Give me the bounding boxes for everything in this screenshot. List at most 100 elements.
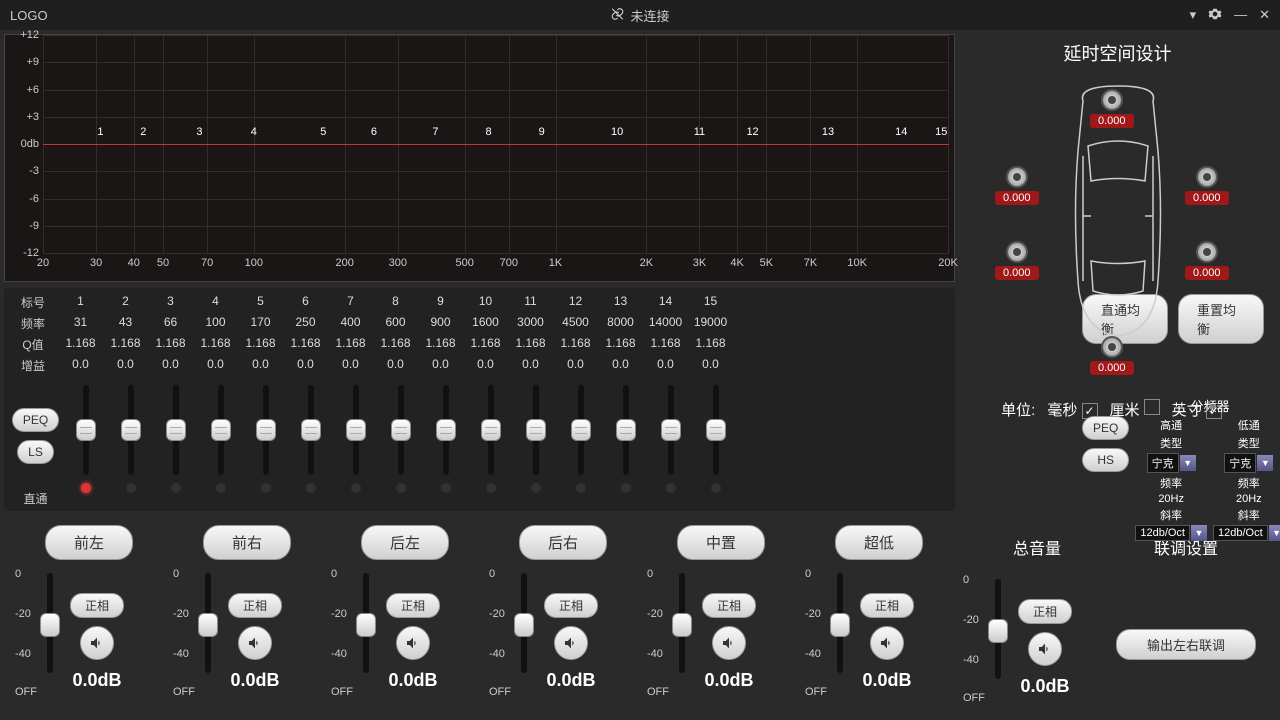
eq-band-cell[interactable]: 9 (418, 292, 463, 313)
eq-band-cell[interactable]: 10 (463, 292, 508, 313)
channel-button[interactable]: 前右 (203, 525, 291, 560)
phase-button[interactable]: 正相 (228, 593, 282, 618)
channel-slider[interactable] (205, 573, 211, 673)
eq-freq-cell[interactable]: 600 (373, 313, 418, 334)
eq-gain-cell[interactable]: 0.0 (598, 355, 643, 376)
channel-button[interactable]: 中置 (677, 525, 765, 560)
eq-freq-cell[interactable]: 170 (238, 313, 283, 334)
eq-band-indicator[interactable] (81, 483, 91, 493)
eq-freq-cell[interactable]: 900 (418, 313, 463, 334)
eq-band-slider[interactable] (68, 380, 103, 507)
eq-q-cell[interactable]: 1.168 (463, 334, 508, 355)
eq-band-indicator[interactable] (396, 483, 406, 493)
minimize-icon[interactable]: — (1234, 7, 1247, 24)
mute-button[interactable] (870, 626, 904, 660)
eq-band-indicator[interactable] (351, 483, 361, 493)
speaker-top[interactable]: 0.000 (1090, 89, 1134, 128)
hp-type-select[interactable]: 宁克▼ (1147, 453, 1196, 473)
eq-band-indicator[interactable] (126, 483, 136, 493)
eq-freq-cell[interactable]: 250 (283, 313, 328, 334)
eq-gain-cell[interactable]: 0.0 (283, 355, 328, 376)
eq-band-cell[interactable]: 1 (58, 292, 103, 313)
hs-button[interactable]: HS (1082, 448, 1129, 472)
eq-gain-cell[interactable]: 0.0 (418, 355, 463, 376)
mute-button[interactable] (396, 626, 430, 660)
eq-gain-cell[interactable]: 0.0 (103, 355, 148, 376)
channel-slider[interactable] (521, 573, 527, 673)
eq-freq-cell[interactable]: 4500 (553, 313, 598, 334)
channel-button[interactable]: 前左 (45, 525, 133, 560)
eq-gain-cell[interactable]: 0.0 (148, 355, 193, 376)
eq-band-indicator[interactable] (576, 483, 586, 493)
eq-band-cell[interactable]: 12 (553, 292, 598, 313)
eq-band-slider[interactable] (383, 380, 418, 507)
eq-q-cell[interactable]: 1.168 (553, 334, 598, 355)
phase-button[interactable]: 正相 (860, 593, 914, 618)
eq-band-indicator[interactable] (216, 483, 226, 493)
lp-slope-select[interactable]: 12db/Oct▼ (1213, 525, 1280, 541)
eq-freq-cell[interactable]: 100 (193, 313, 238, 334)
mute-button[interactable] (238, 626, 272, 660)
eq-band-cell[interactable]: 11 (508, 292, 553, 313)
eq-q-cell[interactable]: 1.168 (373, 334, 418, 355)
eq-band-slider[interactable] (113, 380, 148, 507)
mute-button[interactable] (712, 626, 746, 660)
eq-gain-cell[interactable]: 0.0 (373, 355, 418, 376)
eq-q-cell[interactable]: 1.168 (328, 334, 373, 355)
eq-freq-cell[interactable]: 400 (328, 313, 373, 334)
eq-band-cell[interactable]: 8 (373, 292, 418, 313)
mute-button[interactable] (554, 626, 588, 660)
speaker-fl[interactable]: 0.000 (995, 166, 1039, 205)
eq-q-cell[interactable]: 1.168 (193, 334, 238, 355)
eq-q-cell[interactable]: 1.168 (508, 334, 553, 355)
eq-band-slider[interactable] (428, 380, 463, 507)
gear-icon[interactable] (1208, 7, 1222, 24)
phase-button[interactable]: 正相 (544, 593, 598, 618)
eq-band-indicator[interactable] (171, 483, 181, 493)
eq-band-indicator[interactable] (531, 483, 541, 493)
eq-gain-cell[interactable]: 0.0 (553, 355, 598, 376)
channel-button[interactable]: 后左 (361, 525, 449, 560)
eq-q-cell[interactable]: 1.168 (283, 334, 328, 355)
eq-freq-cell[interactable]: 14000 (643, 313, 688, 334)
close-icon[interactable]: ✕ (1259, 7, 1270, 24)
output-link-button[interactable]: 输出左右联调 (1116, 629, 1256, 660)
eq-q-cell[interactable]: 1.168 (238, 334, 283, 355)
eq-q-cell[interactable]: 1.168 (598, 334, 643, 355)
lp-type-select[interactable]: 宁克▼ (1224, 453, 1273, 473)
eq-band-cell[interactable]: 6 (283, 292, 328, 313)
eq-band-slider[interactable] (203, 380, 238, 507)
eq-band-slider[interactable] (293, 380, 328, 507)
eq-gain-cell[interactable]: 0.0 (58, 355, 103, 376)
eq-band-slider[interactable] (698, 380, 733, 507)
eq-band-slider[interactable] (338, 380, 373, 507)
peq-button[interactable]: PEQ (12, 408, 59, 432)
eq-q-cell[interactable]: 1.168 (103, 334, 148, 355)
eq-freq-cell[interactable]: 1600 (463, 313, 508, 334)
eq-gain-cell[interactable]: 0.0 (328, 355, 373, 376)
eq-band-indicator[interactable] (441, 483, 451, 493)
eq-band-slider[interactable] (248, 380, 283, 507)
eq-band-slider[interactable] (518, 380, 553, 507)
eq-band-slider[interactable] (608, 380, 643, 507)
eq-band-slider[interactable] (653, 380, 688, 507)
eq-band-cell[interactable]: 2 (103, 292, 148, 313)
peq2-button[interactable]: PEQ (1082, 416, 1129, 440)
channel-slider[interactable] (995, 579, 1001, 679)
eq-freq-cell[interactable]: 8000 (598, 313, 643, 334)
eq-band-indicator[interactable] (261, 483, 271, 493)
eq-q-cell[interactable]: 1.168 (418, 334, 463, 355)
eq-freq-cell[interactable]: 43 (103, 313, 148, 334)
eq-freq-cell[interactable]: 3000 (508, 313, 553, 334)
mute-button[interactable] (1028, 632, 1062, 666)
eq-band-indicator[interactable] (666, 483, 676, 493)
eq-band-cell[interactable]: 5 (238, 292, 283, 313)
eq-q-cell[interactable]: 1.168 (148, 334, 193, 355)
eq-band-indicator[interactable] (306, 483, 316, 493)
channel-button[interactable]: 后右 (519, 525, 607, 560)
speaker-fr[interactable]: 0.000 (1185, 166, 1229, 205)
eq-gain-cell[interactable]: 0.0 (508, 355, 553, 376)
eq-freq-cell[interactable]: 66 (148, 313, 193, 334)
eq-band-cell[interactable]: 4 (193, 292, 238, 313)
eq-band-indicator[interactable] (486, 483, 496, 493)
